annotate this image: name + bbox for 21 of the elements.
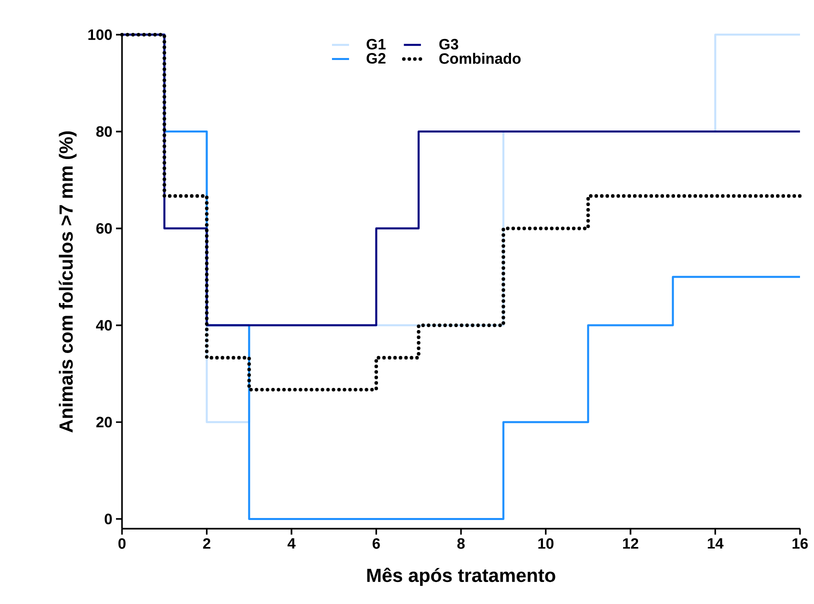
x-tick-label: 14 — [708, 538, 724, 549]
y-tick-label: 40 — [96, 320, 112, 331]
x-tick-label: 0 — [118, 538, 126, 549]
x-tick-label: 10 — [538, 538, 554, 549]
x-axis-title: Mês após tratamento — [367, 568, 556, 586]
y-axis-title: Animais com folículos >7 mm (%) — [58, 131, 77, 432]
y-tick-label: 100 — [88, 29, 112, 40]
y-tick-label: 0 — [104, 514, 112, 524]
legend-label: G1 — [366, 38, 386, 50]
y-tick-label: 20 — [96, 416, 112, 428]
x-tick-label: 6 — [372, 538, 380, 549]
x-tick-label: 2 — [203, 538, 210, 549]
x-tick-label: 4 — [288, 538, 296, 549]
legend-label: G3 — [439, 38, 458, 50]
y-tick-label: 60 — [96, 223, 112, 234]
x-tick-label: 16 — [792, 538, 808, 549]
x-tick-label: 8 — [457, 538, 465, 549]
x-tick-label: 12 — [623, 538, 638, 549]
y-tick-label: 80 — [96, 126, 112, 137]
legend-label: Combinado — [439, 52, 521, 64]
legend-label: G2 — [366, 53, 386, 64]
